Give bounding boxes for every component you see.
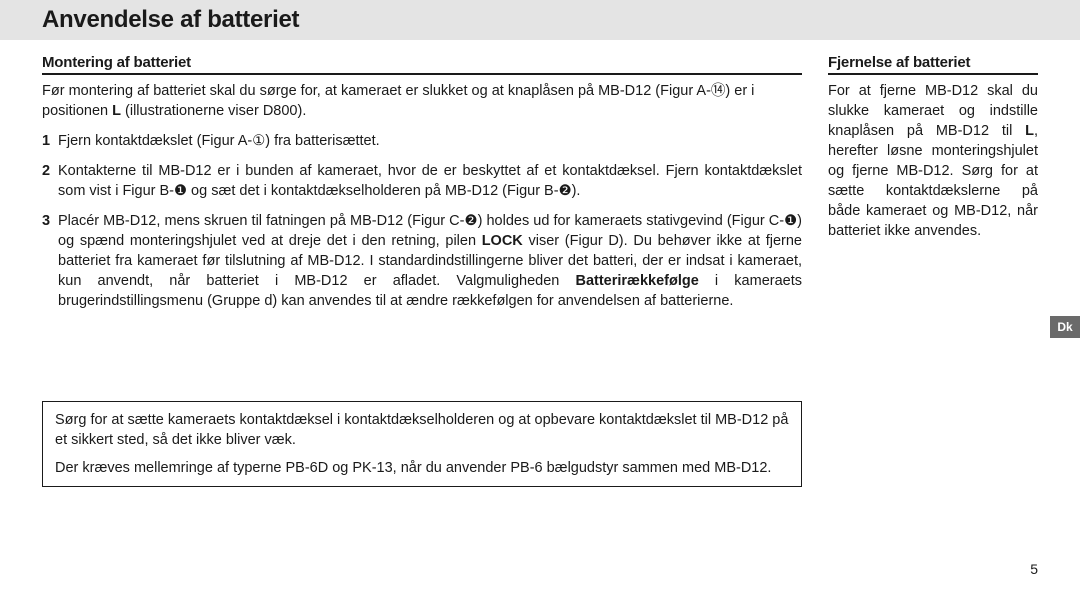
step2-c: ). — [572, 183, 581, 199]
right-subhead-row: Fjernelse af batteriet — [828, 54, 1038, 75]
step-3-body: Placér MB-D12, mens skruen til fatningen… — [58, 211, 802, 311]
page-number: 5 — [1030, 561, 1038, 577]
step-1-body: Fjern kontaktdækslet (Figur A-①) fra bat… — [58, 131, 802, 151]
step-3-number: 3 — [42, 211, 58, 311]
step-3: 3 Placér MB-D12, mens skruen til fatning… — [42, 211, 802, 311]
circled-1-icon: ① — [252, 133, 265, 149]
note-p1: Sørg for at sætte kameraets kontaktdækse… — [55, 410, 789, 450]
step1-a: Fjern kontaktdækslet (Figur A- — [58, 133, 252, 149]
left-subhead: Montering af batteriet — [42, 54, 191, 71]
intro-bold-L: L — [112, 103, 121, 119]
filled-2b-icon: ❷ — [465, 213, 478, 229]
language-tab: Dk — [1050, 316, 1080, 338]
right-a: For at fjerne MB-D12 skal du slukke kame… — [828, 83, 1038, 139]
page-title: Anvendelse af batteriet — [42, 6, 1038, 34]
content-columns: Montering af batteriet Før montering af … — [42, 54, 1038, 321]
step3-bold2: Batterirækkefølge — [575, 273, 698, 289]
right-body: For at fjerne MB-D12 skal du slukke kame… — [828, 81, 1038, 241]
note-box: Sørg for at sætte kameraets kontaktdækse… — [42, 401, 802, 487]
step2-b: og sæt det i kontaktdækselholderen på MB… — [187, 183, 559, 199]
step3-a: Placér MB-D12, mens skruen til fatningen… — [58, 213, 465, 229]
filled-1-icon: ❶ — [174, 183, 187, 199]
filled-1b-icon: ❶ — [784, 213, 797, 229]
left-subhead-row: Montering af batteriet — [42, 54, 802, 75]
title-bar: Anvendelse af batteriet — [0, 0, 1080, 40]
left-column: Montering af batteriet Før montering af … — [42, 54, 802, 321]
step-2-body: Kontakterne til MB-D12 er i bunden af ka… — [58, 161, 802, 201]
step3-b: ) holdes ud for kameraets stativgevind (… — [478, 213, 785, 229]
manual-page: Anvendelse af batteriet Montering af bat… — [0, 0, 1080, 599]
intro-text-c: (illustrationerne viser D800). — [121, 103, 306, 119]
right-subhead: Fjernelse af batteriet — [828, 54, 970, 71]
step1-b: ) fra batterisættet. — [265, 133, 379, 149]
step3-lock: LOCK — [482, 233, 523, 249]
step-1: 1 Fjern kontaktdækslet (Figur A-①) fra b… — [42, 131, 802, 151]
right-b: , herefter løsne monteringshjulet og fje… — [828, 123, 1038, 239]
circled-14-icon: ⑭ — [711, 83, 726, 99]
step-2: 2 Kontakterne til MB-D12 er i bunden af … — [42, 161, 802, 201]
right-column: Fjernelse af batteriet For at fjerne MB-… — [828, 54, 1038, 321]
step-1-number: 1 — [42, 131, 58, 151]
step-2-number: 2 — [42, 161, 58, 201]
intro-paragraph: Før montering af batteriet skal du sørge… — [42, 81, 802, 121]
intro-text-a: Før montering af batteriet skal du sørge… — [42, 83, 711, 99]
right-bold-L: L — [1025, 123, 1034, 139]
filled-2-icon: ❷ — [559, 183, 572, 199]
note-p2: Der kræves mellemringe af typerne PB-6D … — [55, 458, 789, 478]
